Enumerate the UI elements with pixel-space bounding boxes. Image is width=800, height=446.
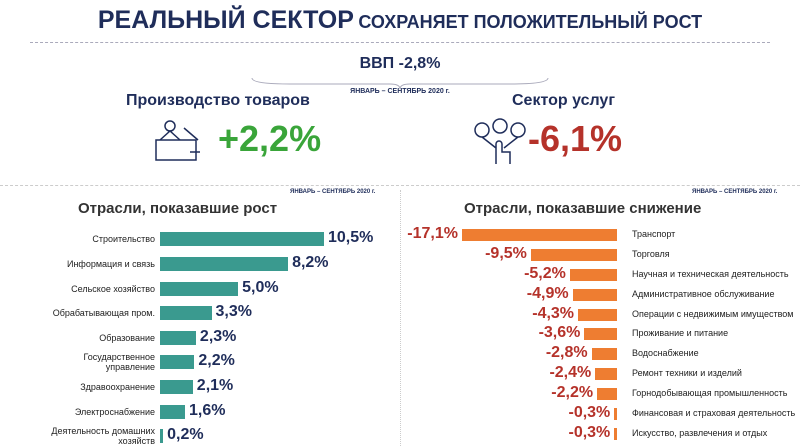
chart-title: Отрасли, показавшие рост <box>78 200 278 217</box>
bar <box>462 228 617 241</box>
column-divider <box>400 190 401 446</box>
value-label: 2,3% <box>199 327 237 345</box>
bar <box>160 404 185 419</box>
bar <box>160 330 196 345</box>
category-label: Научная и техническая деятельность <box>632 268 789 279</box>
category-label: Финансовая и страховая деятельность <box>632 408 796 419</box>
bar <box>591 348 617 361</box>
title-main: РЕАЛЬНЫЙ СЕКТОР <box>97 6 354 34</box>
section-divider <box>0 185 800 186</box>
value-label: -4,3% <box>532 304 575 322</box>
value-label: 3,3% <box>215 303 252 321</box>
bar <box>614 408 617 421</box>
divider <box>30 42 770 43</box>
chart-subtitle: ЯНВАРЬ – СЕНТЯБРЬ 2020 г. <box>692 189 778 195</box>
bar <box>572 288 617 301</box>
category-label: Обрабатывающая пром. <box>52 308 155 319</box>
gdp: ВВП -2,8% <box>359 55 441 72</box>
value-label: -2,4% <box>549 364 592 382</box>
bar <box>160 256 289 271</box>
value-label: -17,1% <box>407 224 458 242</box>
value-label: -0,3% <box>568 404 611 422</box>
category-label: Проживание и питание <box>632 328 729 339</box>
chart-title: Отрасли, показавшие снижение <box>464 200 702 217</box>
title-wrap: РЕАЛЬНЫЙ СЕКТОР СОХРАНЯЕТ ПОЛОЖИТЕЛЬНЫЙ … <box>0 6 800 35</box>
factory-icon <box>155 120 200 161</box>
value-label: -2,2% <box>551 384 594 402</box>
value-label: -3,6% <box>538 324 581 342</box>
category-label: Сельское хозяйство <box>71 283 155 294</box>
value-label: -9,5% <box>485 244 527 262</box>
value-label: 0,2% <box>167 426 204 444</box>
bar <box>584 328 617 341</box>
value-label: 1,6% <box>188 401 226 419</box>
category-label: Информация и связь <box>66 258 155 269</box>
category-label: Электроснабжение <box>74 406 155 417</box>
category-label: Деятельность домашних хозяйств <box>51 426 155 446</box>
category-label: Операции с недвижимым имуществом <box>632 308 794 319</box>
title-rest: СОХРАНЯЕТ ПОЛОЖИТЕЛЬНЫЙ РОСТ <box>358 12 703 32</box>
bar <box>578 308 617 321</box>
value-label: 5,0% <box>242 278 279 296</box>
goods-label: Производство товаров <box>126 92 310 109</box>
value-label: -4,9% <box>526 284 569 302</box>
value-label: 8,2% <box>292 253 329 271</box>
value-label: 2,2% <box>198 352 235 370</box>
category-label: Ремонт техники и изделий <box>632 368 742 379</box>
category-label: Строительство <box>92 234 155 245</box>
value-label: 10,5% <box>328 229 374 247</box>
value-label: -5,2% <box>524 264 566 282</box>
category-label: Транспорт <box>632 228 676 239</box>
bar <box>614 427 617 440</box>
bar <box>160 355 195 370</box>
bar <box>160 306 212 321</box>
period: ЯНВАРЬ – СЕНТЯБРЬ 2020 г. <box>350 88 450 95</box>
chart-subtitle: ЯНВАРЬ – СЕНТЯБРЬ 2020 г. <box>290 189 376 195</box>
category-label: Административное обслуживание <box>632 288 775 299</box>
value-label: -0,3% <box>568 423 611 441</box>
category-label: Здравоохранение <box>80 381 155 392</box>
bar <box>160 379 193 394</box>
bar <box>595 368 617 381</box>
services-value: -6,1% <box>528 118 623 159</box>
bar <box>597 388 617 401</box>
category-label: Торговля <box>632 248 670 259</box>
value-label: -2,8% <box>545 344 588 362</box>
category-label: Горнодобывающая промышленность <box>632 388 788 399</box>
bar <box>160 281 239 296</box>
services-icon <box>474 118 526 164</box>
category-label: Государственное управление <box>83 352 156 373</box>
bar <box>160 232 324 247</box>
bar <box>160 429 164 444</box>
brace <box>251 77 549 90</box>
category-label: Образование <box>99 332 155 343</box>
bar <box>569 268 617 281</box>
value-label: 2,1% <box>196 376 234 394</box>
category-label: Искусство, развлечения и отдых <box>632 427 768 438</box>
goods-value: +2,2% <box>218 118 322 159</box>
bar <box>530 248 617 261</box>
services-label: Сектор услуг <box>512 92 615 109</box>
category-label: Водоснабжение <box>632 348 699 359</box>
